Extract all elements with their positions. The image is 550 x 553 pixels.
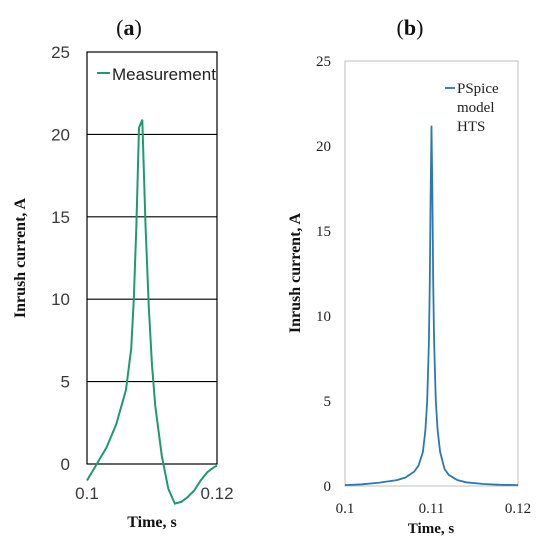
chart-b-x-tick-label: 0.11: [419, 501, 445, 517]
panel-a-label: (a): [116, 15, 142, 40]
chart-a-legend-label: Measurement: [112, 65, 216, 84]
chart-a-y-tick-label: 10: [51, 290, 70, 309]
chart-b-y-tick-label: 15: [316, 224, 331, 240]
chart-b-y-tick-labels: 0 5 10 15 20 25: [316, 54, 331, 495]
chart-b-y-tick-label: 20: [316, 139, 331, 155]
chart-a-x-tick-label: 0.12: [200, 484, 233, 503]
chart-b-x-axis-label: Time, s: [408, 521, 455, 537]
chart-b-y-tick-label: 25: [316, 54, 331, 70]
chart-b-legend-line-2: model: [457, 100, 495, 116]
panel-b-letter: b: [404, 15, 416, 40]
chart-b-legend-line-3: HTS: [457, 119, 485, 135]
chart-a-frame: [86, 51, 218, 465]
chart-a: 0 5 10 15 20 25 0.1 0.12 Measurement Time, s I…: [12, 43, 234, 531]
chart-a-y-tick-label: 15: [51, 208, 70, 227]
chart-a-y-tick-label: 25: [51, 43, 70, 62]
chart-b-x-tick-labels: 0.1 0.11 0.12: [336, 501, 532, 517]
chart-b-frame: [344, 60, 519, 487]
chart-b-legend: PSpice model HTS: [445, 81, 499, 135]
panel-a-letter: a: [124, 15, 135, 40]
chart-b-y-tick-label: 5: [324, 394, 332, 410]
chart-a-y-tick-label: 20: [51, 125, 70, 144]
chart-a-y-tick-labels: 0 5 10 15 20 25: [51, 43, 70, 474]
chart-b-y-tick-label: 0: [324, 479, 332, 495]
chart-a-y-tick-label: 0: [61, 455, 70, 474]
panel-b-label: (b): [397, 15, 424, 40]
chart-b-legend-line-1: PSpice: [457, 81, 499, 97]
chart-a-gridlines: [87, 51, 217, 383]
chart-b-series-line-pspice: [344, 125, 519, 486]
chart-b-x-tick-label: 0.1: [336, 501, 355, 517]
chart-a-x-tick-labels: 0.1 0.12: [75, 484, 233, 503]
chart-a-y-axis-label: Inrush current, A: [12, 197, 29, 318]
chart-b-y-axis-label: Inrush current, A: [287, 212, 304, 333]
chart-a-y-tick-label: 5: [61, 373, 70, 392]
chart-a-x-axis-label: Time, s: [127, 514, 176, 531]
chart-b-x-tick-label: 0.12: [505, 501, 531, 517]
chart-b-y-tick-label: 10: [316, 309, 331, 325]
chart-a-x-tick-label: 0.1: [75, 484, 99, 503]
chart-a-legend: Measurement: [97, 65, 216, 84]
chart-a-series-line-measurement: [86, 119, 218, 505]
